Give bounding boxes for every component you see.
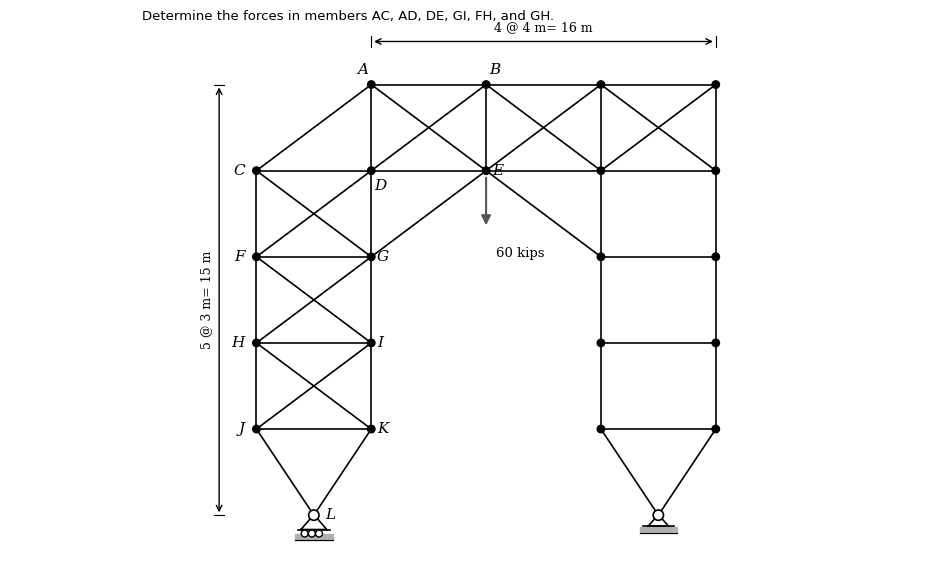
Circle shape xyxy=(712,167,720,174)
Circle shape xyxy=(316,530,322,537)
Circle shape xyxy=(253,167,260,174)
Circle shape xyxy=(253,253,260,260)
Bar xyxy=(295,534,333,540)
Text: G: G xyxy=(377,250,390,264)
Circle shape xyxy=(712,425,720,433)
Circle shape xyxy=(253,339,260,347)
Text: D: D xyxy=(374,179,387,194)
Circle shape xyxy=(712,339,720,347)
Text: Determine the forces in members AC, AD, DE, GI, FH, and GH.: Determine the forces in members AC, AD, … xyxy=(142,10,554,23)
Circle shape xyxy=(308,530,315,537)
Circle shape xyxy=(367,81,375,89)
Circle shape xyxy=(712,253,720,260)
Text: A: A xyxy=(357,63,368,77)
Text: E: E xyxy=(492,164,503,178)
Text: J: J xyxy=(239,422,245,436)
Text: C: C xyxy=(233,164,245,178)
Text: 5 @ 3 m= 15 m: 5 @ 3 m= 15 m xyxy=(199,251,212,349)
Circle shape xyxy=(367,425,375,433)
Circle shape xyxy=(483,167,490,174)
Circle shape xyxy=(597,253,605,260)
Text: F: F xyxy=(234,250,245,264)
Circle shape xyxy=(597,167,605,174)
Circle shape xyxy=(367,339,375,347)
Circle shape xyxy=(308,510,319,520)
Circle shape xyxy=(253,425,260,433)
Text: I: I xyxy=(377,336,383,350)
Circle shape xyxy=(367,167,375,174)
Circle shape xyxy=(712,81,720,89)
Text: 4 @ 4 m= 16 m: 4 @ 4 m= 16 m xyxy=(494,21,593,34)
Circle shape xyxy=(483,81,490,89)
Circle shape xyxy=(597,425,605,433)
Text: 60 kips: 60 kips xyxy=(496,247,544,260)
Text: H: H xyxy=(232,336,245,350)
Circle shape xyxy=(597,81,605,89)
Text: L: L xyxy=(325,508,336,522)
Circle shape xyxy=(367,253,375,260)
Bar xyxy=(639,526,677,533)
Text: K: K xyxy=(377,422,389,436)
Text: B: B xyxy=(489,63,500,77)
Circle shape xyxy=(301,530,308,537)
Circle shape xyxy=(653,510,664,520)
Circle shape xyxy=(597,339,605,347)
